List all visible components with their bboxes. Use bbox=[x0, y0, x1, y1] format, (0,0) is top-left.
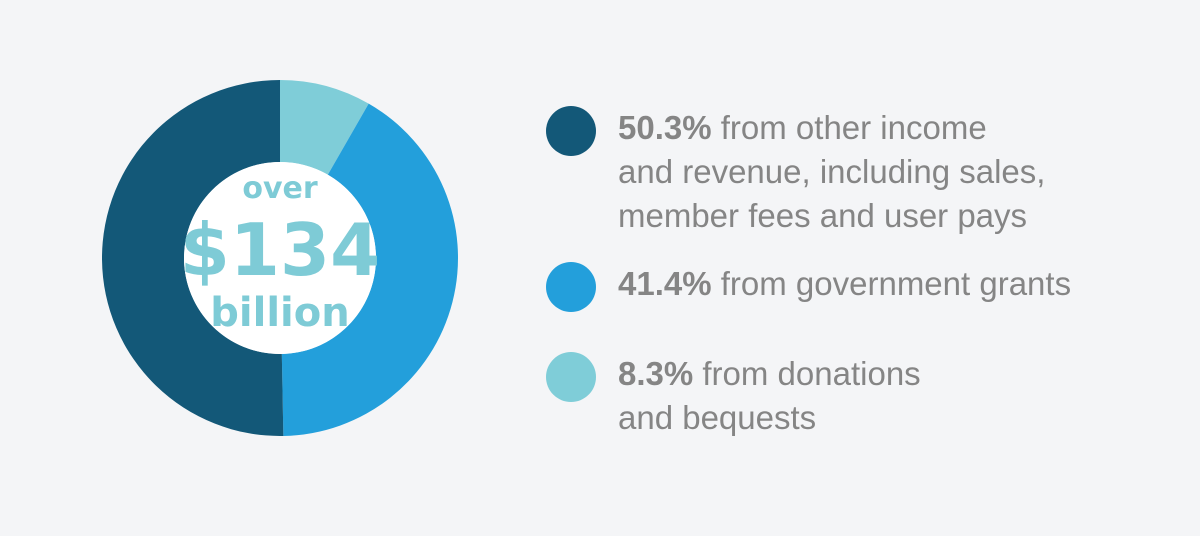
legend-item-other-income: 50.3% from other income and revenue, inc… bbox=[546, 106, 1178, 238]
center-label-amount: $134 bbox=[180, 208, 380, 292]
legend-swatch-donations bbox=[546, 352, 596, 402]
center-label-billion: billion bbox=[210, 290, 349, 336]
donut-chart: over $134 billion bbox=[102, 80, 459, 436]
slice-government-grants bbox=[281, 103, 459, 436]
legend-line: from other income bbox=[720, 109, 987, 146]
legend-swatch-other-income bbox=[546, 106, 596, 156]
legend-pct-government-grants: 41.4% bbox=[618, 265, 712, 302]
donut-hole bbox=[184, 162, 376, 354]
legend-line: from government grants bbox=[720, 265, 1072, 302]
legend-line: and revenue, including sales, bbox=[618, 153, 1046, 190]
center-label-over: over bbox=[242, 171, 318, 206]
legend-text-other-income: 50.3% from other income and revenue, inc… bbox=[618, 106, 1178, 238]
legend-item-donations: 8.3% from donations and bequests bbox=[546, 352, 1178, 440]
legend-line: from donations bbox=[702, 355, 921, 392]
legend-pct-other-income: 50.3% bbox=[618, 109, 712, 146]
slice-donations bbox=[280, 80, 369, 175]
legend-text-donations: 8.3% from donations and bequests bbox=[618, 352, 1178, 440]
chart-legend: 50.3% from other income and revenue, inc… bbox=[546, 0, 1186, 536]
legend-line: member fees and user pays bbox=[618, 197, 1028, 234]
legend-swatch-government-grants bbox=[546, 262, 596, 312]
legend-item-government-grants: 41.4% from government grants bbox=[546, 262, 1178, 312]
legend-line: and bequests bbox=[618, 399, 817, 436]
legend-text-government-grants: 41.4% from government grants bbox=[618, 262, 1178, 306]
slice-other-income bbox=[102, 80, 284, 436]
legend-pct-donations: 8.3% bbox=[618, 355, 694, 392]
donut-slices bbox=[102, 80, 459, 436]
